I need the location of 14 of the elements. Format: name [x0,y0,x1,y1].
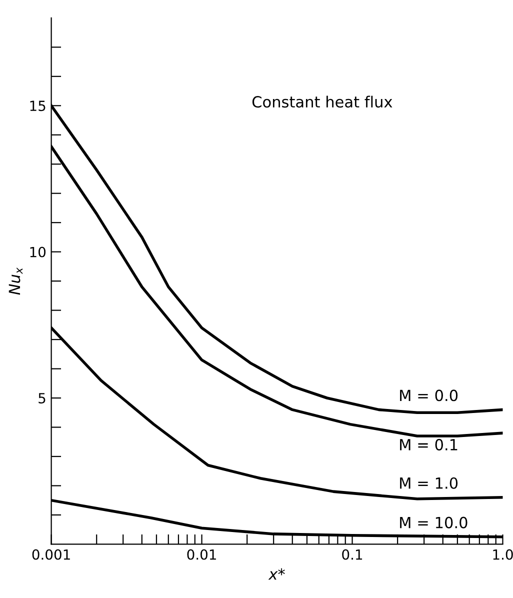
x-axis-title: x* [268,568,285,580]
x-tick-label: 0.1 [342,549,362,560]
series-label: M = 1.0 [400,477,458,489]
series-label: M = 0.0 [400,390,458,402]
series-label: M = 10.0 [400,516,468,528]
y-tick-label: 10 [30,246,46,258]
y-axis-title: Nu$_{x}$ [8,267,23,295]
y-tick-label: 5 [38,393,46,404]
series-label: M = 0.1 [400,438,458,450]
x-tick-label: 0.001 [32,549,70,560]
y-tick-label: 15 [30,100,46,112]
x-tick-label: 1.0 [493,549,513,560]
annotation: Constant heat flux [252,96,392,108]
x-tick-label: 0.01 [187,549,216,560]
